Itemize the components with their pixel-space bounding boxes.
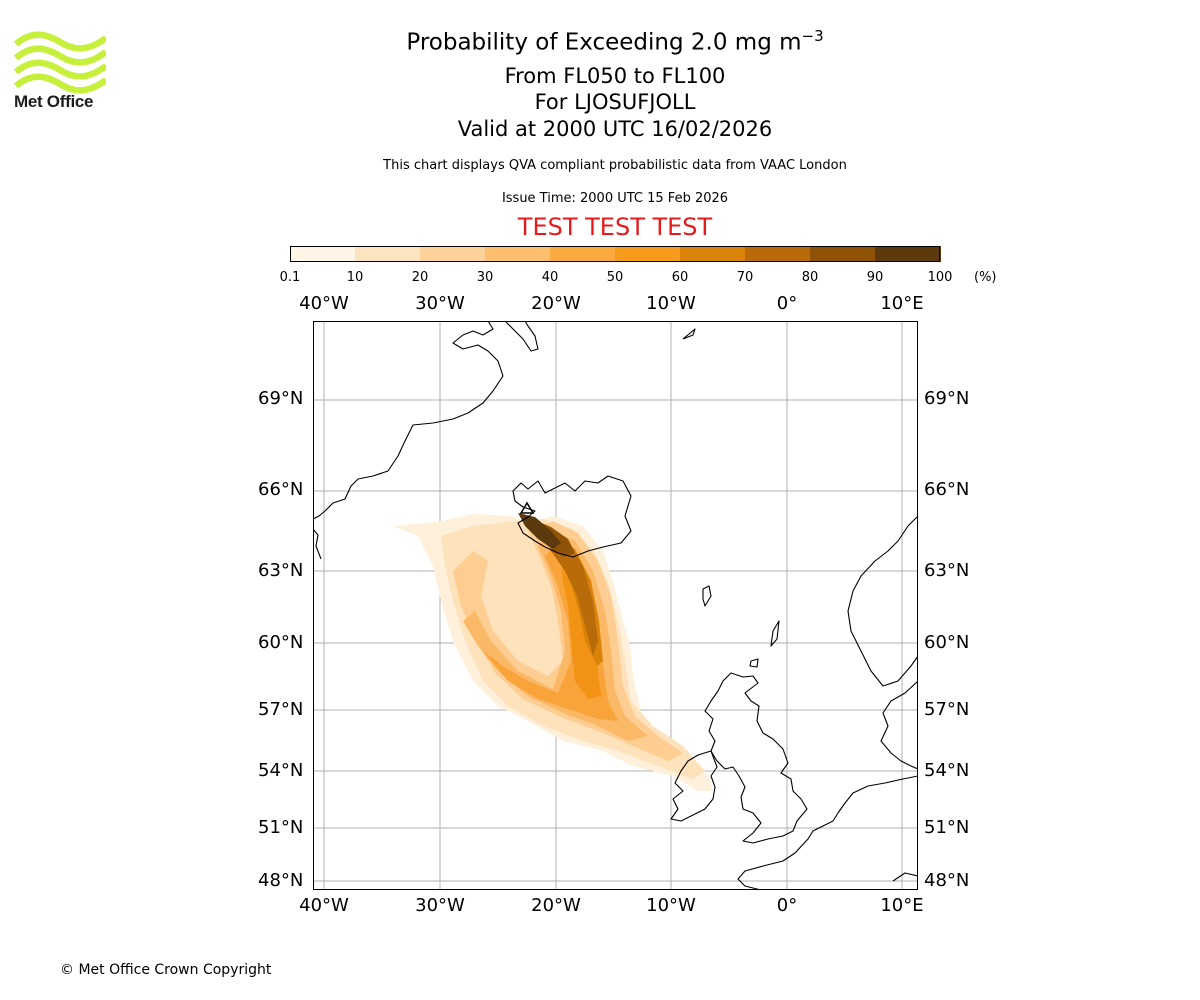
colorbar-tick-label: 10 [346, 270, 364, 285]
colorbar [290, 246, 941, 262]
lat-label-left: 57°N [258, 699, 304, 720]
lon-label-bottom: 10°W [646, 895, 696, 916]
gridlines [313, 321, 918, 890]
colorbar-cell [875, 246, 941, 262]
colorbar-cell [615, 246, 681, 262]
coast-greenland-south [313, 528, 322, 560]
colorbar-tick-label: 60 [671, 270, 689, 285]
colorbar-cell [680, 246, 746, 262]
map-panel [313, 321, 918, 890]
coast-jan-mayen [682, 328, 696, 340]
colorbar-cell [420, 246, 486, 262]
coast-orkney [749, 658, 759, 668]
ash-plume [393, 513, 713, 791]
colorbar-unit: (%) [974, 270, 997, 285]
lat-label-right: 48°N [924, 870, 970, 891]
lat-label-right: 51°N [924, 817, 970, 838]
coast-scotland [704, 672, 808, 844]
lon-label-top: 20°W [531, 293, 581, 314]
coast-netherlands-germany [832, 775, 918, 822]
coast-norway [847, 515, 918, 687]
colorbar-tick-label: 0.1 [279, 270, 301, 285]
copyright: © Met Office Crown Copyright [60, 962, 272, 978]
test-banner: TEST TEST TEST [517, 213, 713, 241]
lat-label-right: 66°N [924, 479, 970, 500]
lat-label-right: 57°N [924, 699, 970, 720]
issue-time: Issue Time: 2000 UTC 15 Feb 2026 [501, 191, 729, 206]
coast-faroes [702, 585, 712, 607]
lat-label-left: 51°N [258, 817, 304, 838]
flight-levels: From FL050 to FL100 [504, 64, 726, 88]
colorbar-tick-label: 100 [927, 270, 953, 285]
lon-label-top: 10°W [646, 293, 696, 314]
lon-label-top: 40°W [299, 293, 349, 314]
lat-label-right: 69°N [924, 388, 970, 409]
lat-label-left: 54°N [258, 760, 304, 781]
lat-label-right: 54°N [924, 760, 970, 781]
colorbar-cell [745, 246, 811, 262]
plume-band-50-60 [561, 561, 601, 699]
lon-label-top: 0° [776, 293, 798, 314]
coast-baltic [892, 872, 918, 882]
brand-name: Met Office [14, 92, 94, 111]
lon-label-bottom: 30°W [415, 895, 465, 916]
colorbar-frame [290, 246, 940, 262]
colorbar-tick-label: 40 [541, 270, 559, 285]
colorbar-cell [550, 246, 616, 262]
volcano-marker [519, 501, 535, 514]
lat-label-left: 66°N [258, 479, 304, 500]
plume-band-90-100 [518, 513, 561, 549]
colorbar-cell [485, 246, 551, 262]
colorbar-tick-label: 50 [606, 270, 624, 285]
colorbar-tick-label: 90 [866, 270, 884, 285]
met-office-logo-icon [14, 31, 106, 94]
colorbar-tick-label: 30 [476, 270, 494, 285]
colorbar-cell [290, 246, 356, 262]
lat-label-left: 60°N [258, 632, 304, 653]
lat-label-left: 63°N [258, 560, 304, 581]
disclaimer: This chart displays QVA compliant probab… [383, 158, 847, 173]
colorbar-tick-label: 70 [736, 270, 754, 285]
valid-time: Valid at 2000 UTC 16/02/2026 [457, 117, 773, 141]
coast-greenland [313, 321, 504, 520]
coast-france [737, 820, 834, 890]
coast-iceland [512, 475, 632, 558]
volcano-name: For LJOSUFJOLL [534, 90, 696, 114]
lat-label-right: 60°N [924, 632, 970, 653]
colorbar-cell [355, 246, 421, 262]
lon-label-bottom: 20°W [531, 895, 581, 916]
coast-shetland [770, 620, 780, 647]
chart-title: Probability of Exceeding 2.0 mg m−3 [406, 27, 824, 56]
lon-label-bottom: 10°E [880, 895, 924, 916]
colorbar-tick-label: 80 [801, 270, 819, 285]
lat-label-left: 69°N [258, 388, 304, 409]
lat-label-left: 48°N [258, 870, 304, 891]
lat-label-right: 63°N [924, 560, 970, 581]
coast-ireland [670, 750, 718, 822]
colorbar-cell [810, 246, 876, 262]
coast-denmark [880, 680, 918, 770]
lon-label-bottom: 40°W [299, 895, 349, 916]
colorbar-tick-label: 20 [411, 270, 429, 285]
lon-label-top: 10°E [880, 293, 924, 314]
plume-band-70-80 [545, 529, 598, 656]
coast-greenland-north [504, 321, 539, 352]
title-superscript: −3 [801, 27, 824, 45]
lon-label-bottom: 0° [776, 895, 798, 916]
coastlines [313, 321, 918, 890]
lon-label-top: 30°W [415, 293, 465, 314]
